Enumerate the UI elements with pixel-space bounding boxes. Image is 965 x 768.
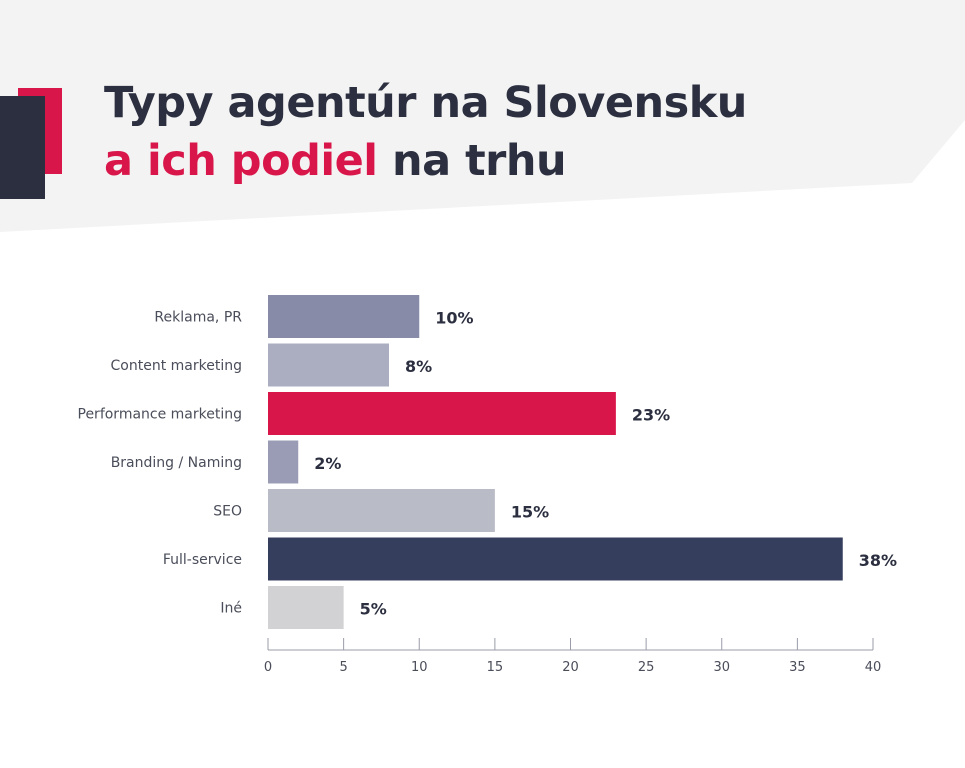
x-tick-label: 0 xyxy=(264,660,272,675)
bar xyxy=(268,392,616,435)
bar xyxy=(268,586,344,629)
x-tick-label: 20 xyxy=(562,660,579,675)
bar-chart: Reklama, PR 10% Content marketing 8% Perform… xyxy=(78,295,897,675)
x-tick-label: 40 xyxy=(865,660,882,675)
category-label: Full-service xyxy=(163,552,242,568)
category-label: Reklama, PR xyxy=(154,310,242,326)
category-label: Performance marketing xyxy=(78,407,243,423)
x-tick-label: 10 xyxy=(411,660,428,675)
value-label: 15% xyxy=(511,503,549,522)
x-tick-label: 15 xyxy=(487,660,504,675)
value-label: 38% xyxy=(859,551,897,570)
bar xyxy=(268,537,843,581)
value-label: 2% xyxy=(314,454,341,473)
header-background xyxy=(0,0,965,232)
category-label: Content marketing xyxy=(111,358,242,374)
title-line-1: Typy agentúr na Slovensku xyxy=(104,78,747,128)
value-label: 8% xyxy=(405,357,432,376)
page-title: Typy agentúr na Slovensku a ich podiel n… xyxy=(104,74,747,190)
value-label: 10% xyxy=(435,309,473,328)
bar xyxy=(268,295,420,338)
value-label: 23% xyxy=(632,406,670,425)
x-tick-label: 25 xyxy=(638,660,655,675)
brand-accent-shape xyxy=(0,88,62,199)
title-rest: na trhu xyxy=(377,136,567,186)
category-label: Iné xyxy=(220,601,242,617)
category-label: SEO xyxy=(213,504,242,520)
x-tick-label: 35 xyxy=(789,660,806,675)
category-label: Branding / Naming xyxy=(111,455,242,471)
bar xyxy=(268,489,495,532)
bar xyxy=(268,440,299,484)
x-tick-label: 30 xyxy=(713,660,730,675)
bar xyxy=(268,343,389,387)
value-label: 5% xyxy=(360,600,387,619)
x-tick-label: 5 xyxy=(339,660,347,675)
title-highlight: a ich podiel xyxy=(104,136,378,186)
